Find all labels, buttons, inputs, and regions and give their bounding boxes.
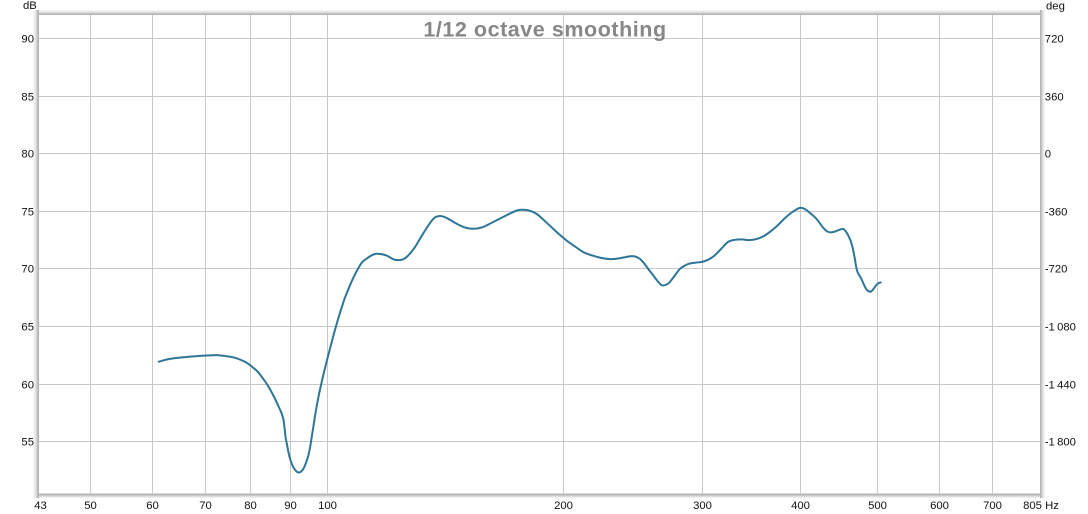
svg-text:500: 500 xyxy=(868,500,887,512)
svg-text:65: 65 xyxy=(21,322,34,334)
svg-text:75: 75 xyxy=(21,207,34,219)
svg-text:deg: deg xyxy=(1046,1,1065,13)
svg-text:-720: -720 xyxy=(1045,264,1068,276)
svg-text:80: 80 xyxy=(21,149,34,161)
svg-text:60: 60 xyxy=(21,380,34,392)
svg-text:70: 70 xyxy=(21,264,34,276)
svg-text:805 Hz: 805 Hz xyxy=(1023,500,1059,512)
svg-text:400: 400 xyxy=(791,500,810,512)
svg-text:90: 90 xyxy=(21,34,34,46)
svg-text:1/12 octave smoothing: 1/12 octave smoothing xyxy=(423,17,666,41)
svg-text:700: 700 xyxy=(983,500,1002,512)
svg-text:90: 90 xyxy=(284,500,297,512)
svg-text:-360: -360 xyxy=(1045,207,1068,219)
svg-text:200: 200 xyxy=(554,500,573,512)
svg-text:43: 43 xyxy=(34,500,47,512)
svg-text:360: 360 xyxy=(1045,92,1064,104)
svg-text:70: 70 xyxy=(199,500,212,512)
svg-text:-1 080: -1 080 xyxy=(1045,322,1076,334)
svg-text:dB: dB xyxy=(23,0,37,12)
svg-text:60: 60 xyxy=(146,500,159,512)
svg-text:55: 55 xyxy=(21,437,34,449)
svg-text:50: 50 xyxy=(84,500,97,512)
svg-text:85: 85 xyxy=(21,92,34,104)
svg-text:-1 800: -1 800 xyxy=(1045,437,1076,449)
svg-text:300: 300 xyxy=(693,500,712,512)
svg-text:720: 720 xyxy=(1045,34,1064,46)
svg-text:100: 100 xyxy=(318,500,337,512)
svg-text:600: 600 xyxy=(930,500,949,512)
svg-text:80: 80 xyxy=(244,500,257,512)
svg-text:0: 0 xyxy=(1045,149,1051,161)
svg-text:-1 440: -1 440 xyxy=(1045,380,1076,392)
